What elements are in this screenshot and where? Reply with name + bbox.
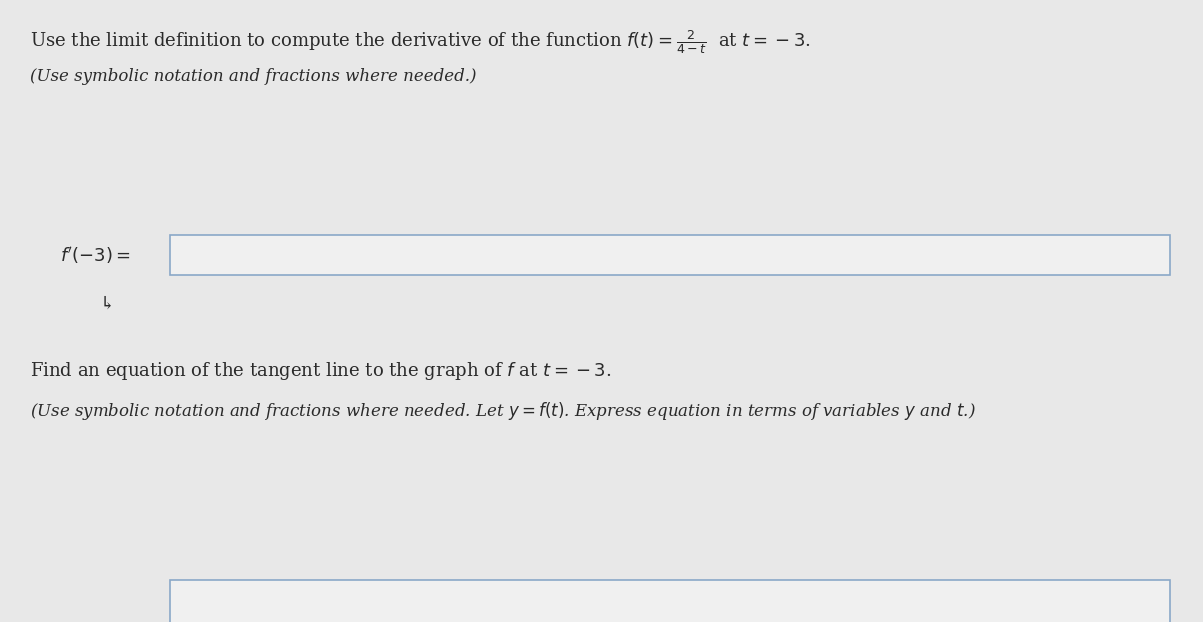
FancyBboxPatch shape bbox=[170, 235, 1171, 275]
Text: Find an equation of the tangent line to the graph of $f$ at $t = -3$.: Find an equation of the tangent line to … bbox=[30, 360, 611, 382]
Text: (Use symbolic notation and fractions where needed. Let $y = f(t)$. Express equat: (Use symbolic notation and fractions whe… bbox=[30, 400, 976, 422]
Text: Use the limit definition to compute the derivative of the function $f(t) = \frac: Use the limit definition to compute the … bbox=[30, 28, 811, 56]
Text: (Use symbolic notation and fractions where needed.): (Use symbolic notation and fractions whe… bbox=[30, 68, 476, 85]
FancyBboxPatch shape bbox=[170, 580, 1171, 622]
Text: ↳: ↳ bbox=[100, 295, 115, 313]
Text: $f'(-3) =$: $f'(-3) =$ bbox=[60, 244, 131, 266]
